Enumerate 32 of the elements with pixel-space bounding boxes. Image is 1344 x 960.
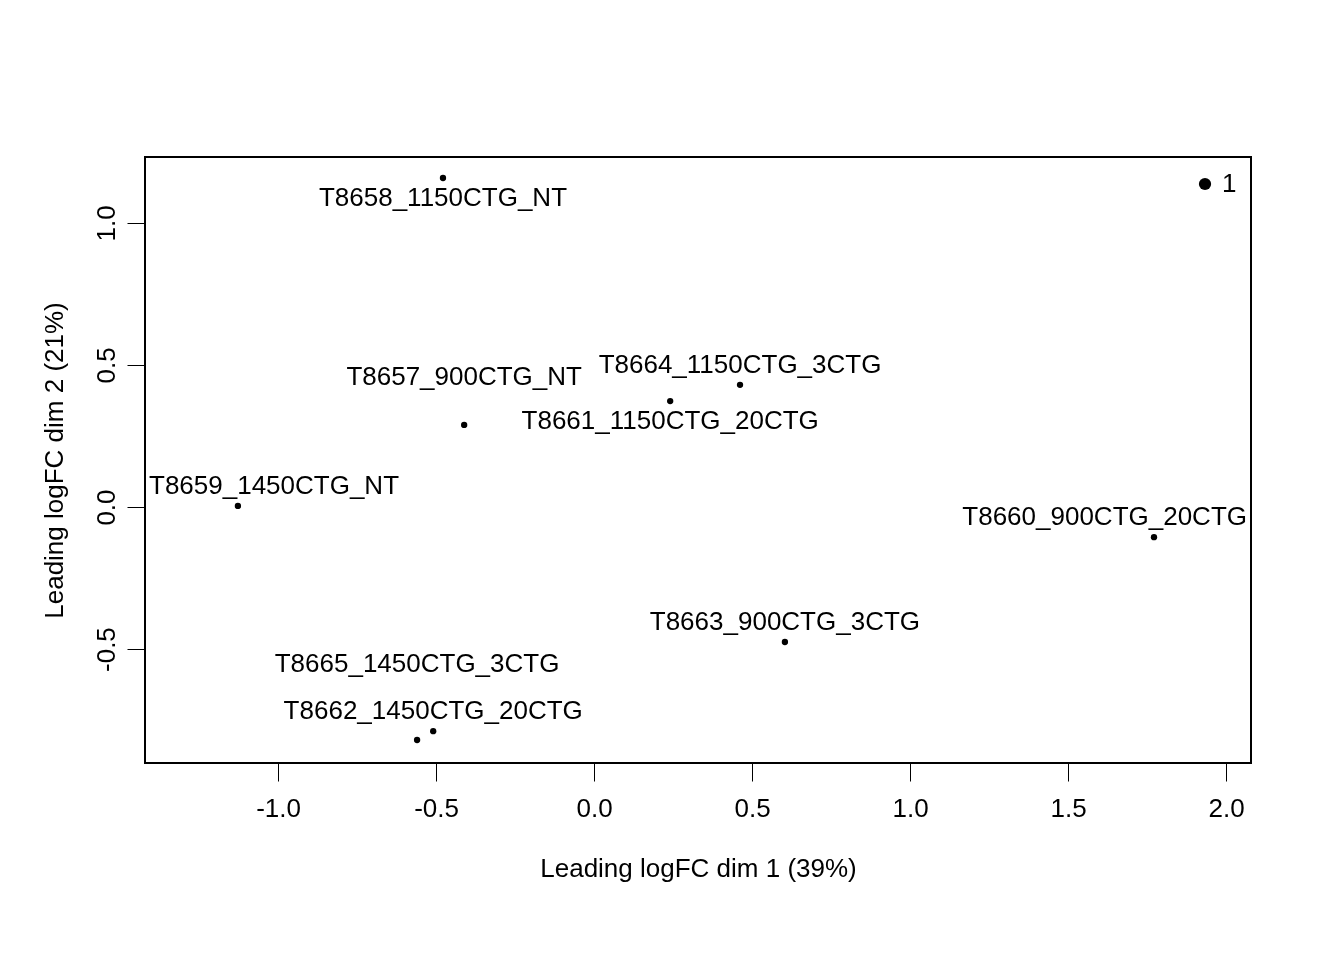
point [736,381,744,389]
y-tick-label: 0.5 [90,347,121,384]
point [1150,533,1158,541]
x-axis-title: Leading logFC dim 1 (39%) [540,852,857,883]
x-tick-label: 1.5 [1050,792,1087,823]
y-tick-label: 1.0 [90,205,121,242]
point [413,736,421,744]
x-tick-label: 1.0 [892,792,929,823]
data-label: T8662_1450CTG_20CTG [283,695,583,726]
point [781,638,789,646]
point [234,502,242,510]
data-label: T8657_900CTG_NT [346,360,583,391]
data-label: T8661_1150CTG_20CTG [521,405,819,436]
x-tick-label: 0.0 [576,792,613,823]
point [667,397,674,405]
x-tick-label: -0.5 [414,792,459,823]
data-label: T8665_1450CTG_3CTG [274,647,560,678]
data-label: T8658_1150CTG_NT [318,182,568,213]
legend-label: 1 [1222,168,1237,198]
x-tick-label: 2.0 [1208,792,1245,823]
data-label: T8659_1450CTG_NT [149,469,400,500]
data-label: T8663_900CTG_3CTG [649,605,921,636]
point [430,728,437,735]
data-label: T8660_900CTG_20CTG [962,501,1248,532]
y-axis-title: Leading logFC dim 2 (21%) [38,302,69,619]
point [439,174,447,182]
point [461,421,468,429]
y-tick-label: 0.0 [90,489,121,526]
x-tick-label: -1.0 [256,792,301,823]
y-tick-label: -0.5 [90,627,121,672]
data-label: T8664_1150CTG_3CTG [598,348,882,379]
x-tick-label: 0.5 [734,792,771,823]
